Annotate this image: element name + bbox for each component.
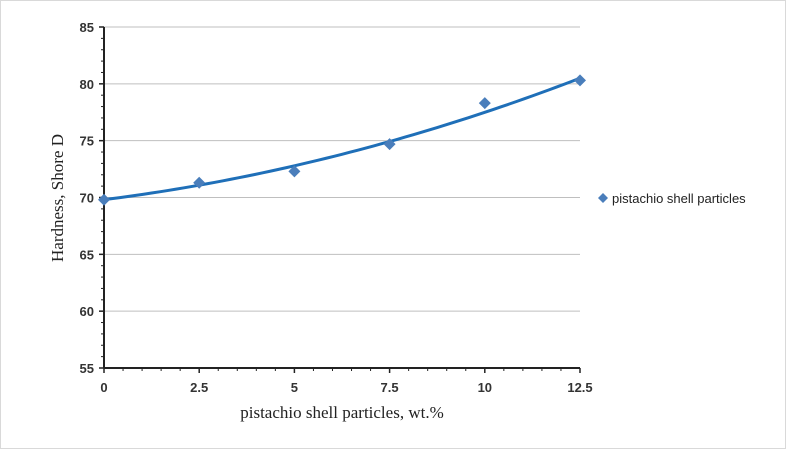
data-point bbox=[574, 74, 586, 87]
data-point bbox=[288, 165, 301, 178]
data-point bbox=[478, 97, 491, 110]
y-tick-label: 55 bbox=[80, 361, 94, 376]
y-tick-labels: 55 60 65 70 75 80 85 bbox=[80, 20, 94, 376]
y-tick-label: 80 bbox=[80, 77, 94, 92]
y-axis-title: Hardness, Shore D bbox=[48, 134, 67, 262]
x-tick-label: 5 bbox=[291, 380, 298, 395]
x-tick-labels: 0 2.5 5 7.5 10 12.5 bbox=[100, 380, 592, 395]
y-tick-label: 65 bbox=[80, 247, 94, 262]
y-tick-label: 75 bbox=[80, 134, 94, 149]
x-axis-title: pistachio shell particles, wt.% bbox=[240, 403, 443, 422]
legend-marker bbox=[598, 193, 608, 203]
x-tick-label: 0 bbox=[100, 380, 107, 395]
data-point bbox=[98, 193, 110, 206]
y-tick-label: 70 bbox=[80, 191, 94, 206]
tick-marks bbox=[99, 26, 581, 373]
x-tick-label: 12.5 bbox=[567, 380, 592, 395]
legend: pistachio shell particles bbox=[598, 191, 746, 206]
trendline bbox=[103, 76, 581, 202]
data-point bbox=[383, 138, 396, 151]
x-tick-label: 7.5 bbox=[381, 380, 399, 395]
y-tick-label: 60 bbox=[80, 304, 94, 319]
y-tick-label: 85 bbox=[80, 20, 94, 35]
gridlines bbox=[104, 26, 580, 312]
x-tick-label: 10 bbox=[478, 380, 492, 395]
legend-label: pistachio shell particles bbox=[612, 191, 746, 206]
data-points bbox=[98, 74, 586, 206]
data-point bbox=[193, 176, 206, 189]
x-tick-label: 2.5 bbox=[190, 380, 208, 395]
